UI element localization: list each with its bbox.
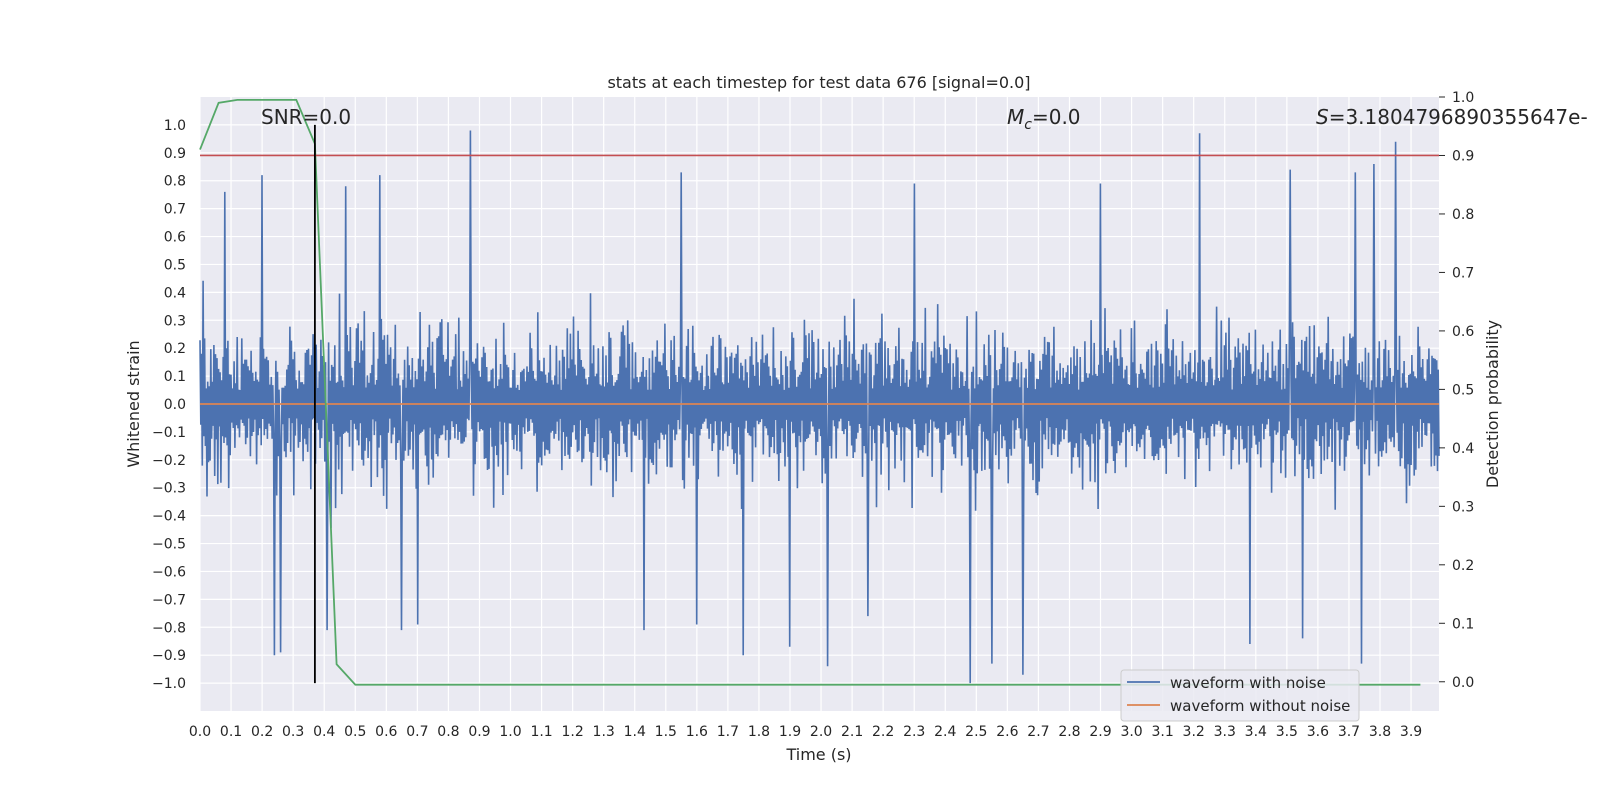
y-right-tick-label: 0.4 — [1452, 441, 1474, 457]
x-tick-label: 2.7 — [1027, 724, 1049, 740]
y-tick-labels: 1.0 0.9 0.8 0.7 0.6 0.5 0.4 0.3 0.2 0.1 0.0 −0.1 −0.… — [152, 118, 186, 692]
y-tick-label: −0.5 — [152, 537, 186, 553]
x-tick-label: 1.9 — [779, 724, 801, 740]
x-tick-label: 3.2 — [1183, 724, 1205, 740]
x-tick-label: 3.9 — [1400, 724, 1422, 740]
y-right-tick-label: 0.7 — [1452, 265, 1474, 281]
y-tick-label: −0.1 — [152, 425, 186, 441]
x-axis-label: Time (s) — [785, 745, 851, 764]
x-tick-label: 2.9 — [1089, 724, 1111, 740]
x-tick-label: 1.2 — [561, 724, 583, 740]
legend-box — [1120, 669, 1360, 722]
x-tick-label: 2.5 — [965, 724, 987, 740]
x-tick-label: 1.3 — [593, 724, 615, 740]
y-right-tick-label: 0.2 — [1452, 558, 1474, 574]
x-tick-label: 3.5 — [1276, 724, 1298, 740]
chirp-mass-value: =0.0 — [1032, 105, 1081, 129]
x-tick-label: 1.7 — [717, 724, 739, 740]
x-tick-label: 0.6 — [375, 724, 397, 740]
chirp-mass-symbol: M — [1007, 105, 1024, 129]
x-tick-label: 3.3 — [1214, 724, 1236, 740]
x-tick-label: 0.1 — [220, 724, 242, 740]
x-tick-label: 0.9 — [468, 724, 490, 740]
legend-label-clean: waveform without noise — [1170, 697, 1350, 715]
snr-annotation: SNR=0.0 — [261, 105, 351, 129]
x-tick-label: 3.7 — [1338, 724, 1360, 740]
x-tick-label: 2.8 — [1058, 724, 1080, 740]
y-tick-label: 1.0 — [164, 118, 186, 134]
x-tick-label: 1.0 — [499, 724, 521, 740]
chart-title: stats at each timestep for test data 676… — [607, 73, 1030, 92]
x-tick-label: 0.8 — [437, 724, 459, 740]
legend-label-noise: waveform with noise — [1170, 674, 1326, 692]
y-tick-label: −0.9 — [152, 648, 186, 664]
spin-annotation: S=3.1804796890355647e- — [1316, 105, 1588, 129]
y-tick-label: 0.7 — [164, 202, 186, 218]
y-tick-label: 0.8 — [164, 174, 186, 190]
y-tick-label: −0.4 — [152, 509, 186, 525]
detection-probability-series — [199, 99, 1421, 686]
y-right-tick-labels: 1.0 0.9 0.8 0.7 0.6 0.5 0.4 0.3 0.2 0.1 0.0 — [1439, 90, 1474, 691]
y-tick-label: −1.0 — [152, 676, 186, 692]
x-tick-label: 2.1 — [841, 724, 863, 740]
y-axis-label: Whitened strain — [124, 340, 143, 467]
y-tick-label: −0.6 — [152, 564, 186, 580]
x-tick-labels: 0.0 0.1 0.2 0.3 0.4 0.5 0.6 0.7 0.8 0.9 1.0 1.1 1.2 1… — [189, 724, 1422, 740]
x-tick-label: 0.2 — [251, 724, 273, 740]
x-tick-label: 2.2 — [872, 724, 894, 740]
y-tick-label: 0.9 — [164, 146, 186, 162]
x-tick-label: 0.0 — [189, 724, 211, 740]
y-tick-label: −0.3 — [152, 481, 186, 497]
x-tick-label: 0.4 — [313, 724, 335, 740]
x-tick-label: 0.5 — [344, 724, 366, 740]
y-right-tick-label: 0.6 — [1452, 324, 1474, 340]
chirp-mass-subscript: c — [1024, 117, 1032, 133]
chirp-mass-annotation: Mc=0.0 — [1007, 105, 1081, 133]
y-tick-label: −0.7 — [152, 592, 186, 608]
y-right-tick-label: 0.0 — [1452, 675, 1474, 691]
x-tick-label: 2.4 — [934, 724, 956, 740]
spin-symbol: S — [1316, 105, 1329, 129]
y-gridlines — [200, 124, 1439, 684]
x-tick-label: 1.5 — [655, 724, 677, 740]
probability-path — [199, 99, 1421, 686]
x-tick-label: 1.8 — [748, 724, 770, 740]
x-tick-label: 1.6 — [686, 724, 708, 740]
y-tick-label: 0.6 — [164, 230, 186, 246]
y-tick-label: −0.2 — [152, 453, 186, 469]
y-right-tick-label: 0.9 — [1452, 148, 1474, 164]
x-tick-label: 3.6 — [1307, 724, 1329, 740]
y-tick-label: 0.3 — [164, 313, 186, 329]
y-right-tick-label: 0.3 — [1452, 499, 1474, 515]
spin-value: =3.1804796890355647e- — [1329, 105, 1588, 129]
y-right-axis-label: Detection probability — [1483, 320, 1502, 488]
x-tick-label: 0.7 — [406, 724, 428, 740]
y-tick-label: 0.4 — [164, 285, 186, 301]
y-right-tick-label: 0.5 — [1452, 382, 1474, 398]
y-tick-label: −0.8 — [152, 620, 186, 636]
y-tick-label: 0.2 — [164, 341, 186, 357]
x-tick-label: 1.1 — [530, 724, 552, 740]
y-right-tick-label: 0.8 — [1452, 207, 1474, 223]
y-tick-label: 0.1 — [164, 369, 186, 385]
x-tick-label: 0.3 — [282, 724, 304, 740]
y-right-tick-label: 0.1 — [1452, 616, 1474, 632]
x-tick-label: 2.6 — [996, 724, 1018, 740]
y-tick-label: 0.5 — [164, 257, 186, 273]
legend: waveform with noise waveform without noi… — [1120, 669, 1360, 722]
y-right-tick-label: 1.0 — [1452, 90, 1474, 106]
x-tick-label: 2.0 — [810, 724, 832, 740]
x-tick-label: 3.1 — [1151, 724, 1173, 740]
x-tick-label: 3.4 — [1245, 724, 1267, 740]
y-tick-label: 0.0 — [164, 397, 186, 413]
x-tick-label: 3.8 — [1369, 724, 1391, 740]
x-tick-label: 2.3 — [903, 724, 925, 740]
x-tick-label: 1.4 — [624, 724, 646, 740]
x-tick-label: 3.0 — [1120, 724, 1142, 740]
